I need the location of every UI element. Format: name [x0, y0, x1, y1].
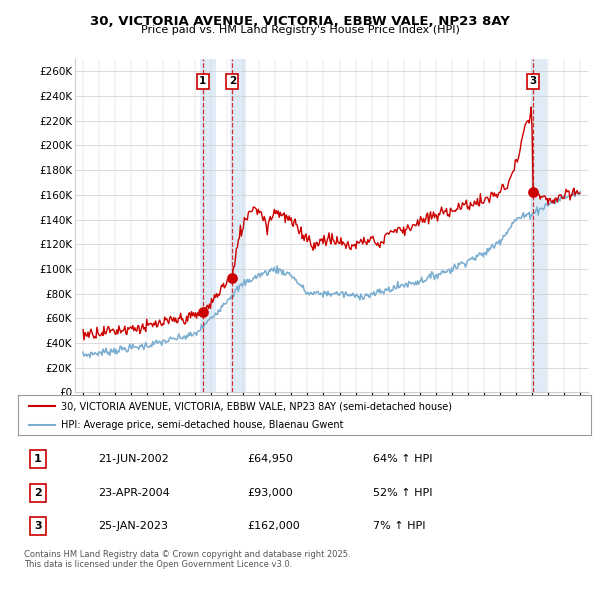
- Text: 30, VICTORIA AVENUE, VICTORIA, EBBW VALE, NP23 8AY: 30, VICTORIA AVENUE, VICTORIA, EBBW VALE…: [90, 15, 510, 28]
- Point: [528, 188, 538, 197]
- Text: 1: 1: [34, 454, 42, 464]
- Text: 1: 1: [199, 76, 206, 86]
- Text: 30, VICTORIA AVENUE, VICTORIA, EBBW VALE, NP23 8AY (semi-detached house): 30, VICTORIA AVENUE, VICTORIA, EBBW VALE…: [61, 401, 452, 411]
- Text: 2: 2: [34, 488, 42, 497]
- Text: 25-JAN-2023: 25-JAN-2023: [98, 521, 168, 531]
- Text: £64,950: £64,950: [247, 454, 293, 464]
- Point: [227, 273, 237, 282]
- Point: [198, 307, 208, 317]
- Bar: [230, 59, 246, 392]
- Text: Contains HM Land Registry data © Crown copyright and database right 2025.
This d: Contains HM Land Registry data © Crown c…: [24, 550, 350, 569]
- Text: 21-JUN-2002: 21-JUN-2002: [98, 454, 169, 464]
- Text: 64% ↑ HPI: 64% ↑ HPI: [373, 454, 433, 464]
- Text: 52% ↑ HPI: 52% ↑ HPI: [373, 488, 433, 497]
- Text: HPI: Average price, semi-detached house, Blaenau Gwent: HPI: Average price, semi-detached house,…: [61, 421, 343, 430]
- Text: Price paid vs. HM Land Registry's House Price Index (HPI): Price paid vs. HM Land Registry's House …: [140, 25, 460, 35]
- Bar: [530, 59, 547, 392]
- Text: 3: 3: [529, 76, 536, 86]
- Bar: [200, 59, 217, 392]
- Text: 7% ↑ HPI: 7% ↑ HPI: [373, 521, 426, 531]
- Text: £93,000: £93,000: [247, 488, 293, 497]
- Text: 3: 3: [34, 521, 42, 531]
- Text: 23-APR-2004: 23-APR-2004: [98, 488, 170, 497]
- Text: 2: 2: [229, 76, 236, 86]
- Text: £162,000: £162,000: [247, 521, 300, 531]
